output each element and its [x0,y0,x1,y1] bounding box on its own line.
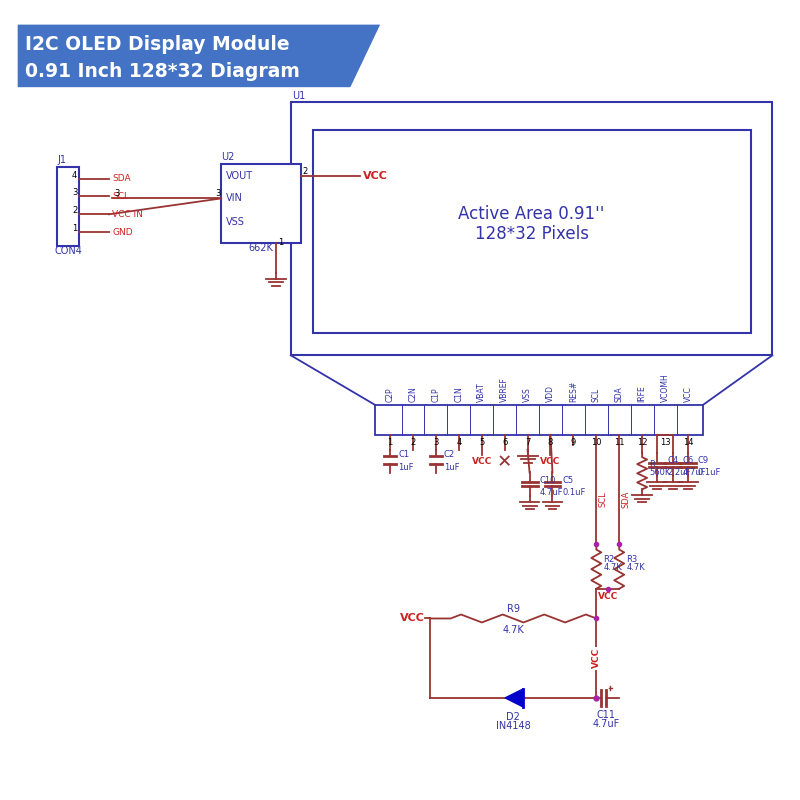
Text: R: R [649,460,655,469]
Text: VCOMH: VCOMH [661,374,670,402]
Bar [58,166,79,246]
Text: C11: C11 [597,710,616,720]
Polygon shape [505,689,523,707]
Text: C6: C6 [683,456,694,465]
Text: SDA: SDA [614,386,624,402]
Text: 1: 1 [278,238,283,247]
Text: C4: C4 [667,456,678,465]
Text: 3: 3 [434,438,438,446]
Text: C2: C2 [444,450,455,459]
Text: D2: D2 [506,712,520,722]
Text: VCC: VCC [363,170,388,181]
Text: 4.7uF: 4.7uF [683,468,706,477]
Text: J1: J1 [58,154,66,165]
Text: 560K: 560K [649,468,670,477]
Text: 1uF: 1uF [444,463,459,472]
Text: VCC: VCC [598,592,618,601]
Text: C5: C5 [562,476,574,485]
Text: I2C OLED Display Module: I2C OLED Display Module [25,35,290,54]
Text: C2N: C2N [409,386,418,402]
Text: 3: 3 [72,189,78,198]
Text: R2: R2 [603,555,614,564]
Text: 11: 11 [614,438,625,446]
Text: 2: 2 [72,206,78,215]
Text: 2: 2 [302,166,308,175]
Text: VBREF: VBREF [500,377,509,402]
Text: SDA: SDA [622,490,630,508]
Text: 9: 9 [570,438,576,446]
Text: 8: 8 [548,438,553,446]
Text: VCC: VCC [472,457,492,466]
Text: C9: C9 [698,456,709,465]
Text: SCL: SCL [592,388,601,402]
Text: 4.7K: 4.7K [603,563,622,572]
Text: VCC: VCC [540,457,561,466]
Text: C10: C10 [539,476,556,485]
Text: 4.7K: 4.7K [502,626,524,635]
Text: CON4: CON4 [54,246,82,256]
Text: 4.7K: 4.7K [626,563,645,572]
Text: VSS: VSS [523,387,532,402]
Text: VCC IN: VCC IN [112,210,143,218]
Text: SDA: SDA [112,174,130,183]
Text: GND: GND [112,228,133,237]
Text: R3: R3 [626,555,638,564]
Text: 1uF: 1uF [398,463,414,472]
Text: 1: 1 [72,224,78,233]
Text: 2: 2 [410,438,416,446]
Text: VSS: VSS [226,218,245,227]
Text: 10: 10 [591,438,602,446]
Bar [290,102,772,355]
Text: 14: 14 [682,438,694,446]
Text: 1: 1 [387,438,393,446]
Text: 4: 4 [456,438,462,446]
Text: 2.2uF: 2.2uF [667,468,690,477]
Text: 7: 7 [525,438,530,446]
Text: R9: R9 [506,603,519,614]
Text: 4: 4 [72,170,78,179]
Text: Active Area 0.91'': Active Area 0.91'' [458,205,605,223]
Text: 5: 5 [479,438,484,446]
Text: VIN: VIN [226,194,243,203]
Text: C1: C1 [398,450,409,459]
Text: 4.7uF: 4.7uF [593,718,620,729]
Text: C1P: C1P [431,387,441,402]
Polygon shape [18,25,380,87]
Text: 0.1uF: 0.1uF [562,488,586,497]
Bar [313,130,750,334]
Text: 4.7uF: 4.7uF [539,488,563,497]
Text: 0.91 Inch 128*32 Diagram: 0.91 Inch 128*32 Diagram [25,62,299,81]
Text: IN4148: IN4148 [496,721,530,730]
Text: SCL: SCL [598,491,607,507]
Bar [222,164,301,243]
Text: VCC: VCC [683,386,693,402]
Bar [375,405,703,434]
Text: VCC: VCC [400,614,425,623]
Text: 13: 13 [660,438,670,446]
Text: 12: 12 [637,438,647,446]
Text: VDD: VDD [546,385,555,402]
Text: RES#: RES# [569,381,578,402]
Text: 6: 6 [502,438,507,446]
Text: U2: U2 [222,152,234,162]
Text: VBAT: VBAT [478,382,486,402]
Text: 0.1uF: 0.1uF [698,468,722,477]
Text: C1N: C1N [454,386,463,402]
Text: 3: 3 [114,190,119,198]
Text: 3: 3 [215,190,220,198]
Text: VOUT: VOUT [226,170,254,181]
Text: U1: U1 [292,91,305,101]
Text: 128*32 Pixels: 128*32 Pixels [474,225,589,242]
Text: VCC: VCC [592,648,601,668]
Text: 662K: 662K [249,243,274,253]
Text: SCL: SCL [112,192,129,201]
Text: IRFE: IRFE [638,386,646,402]
Text: C2P: C2P [386,387,394,402]
